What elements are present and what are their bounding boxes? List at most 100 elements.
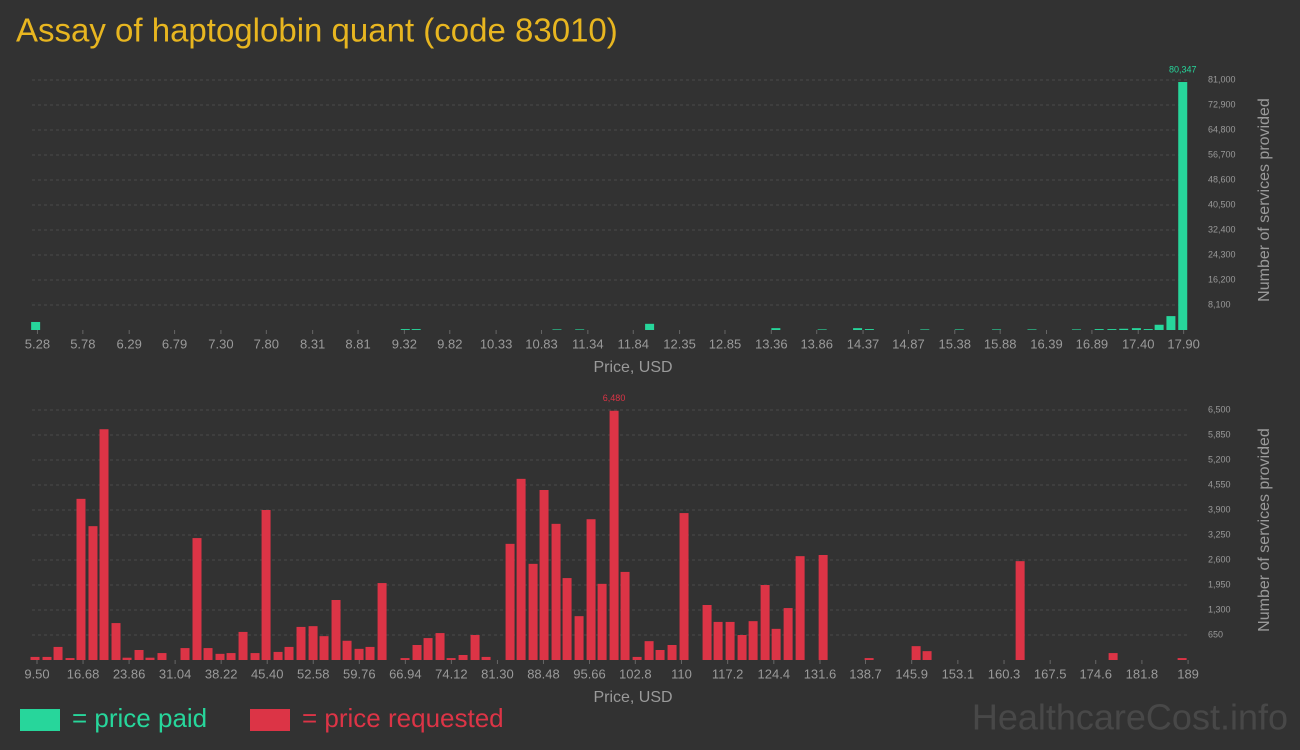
y-tick-label: 40,500 [1208,199,1236,209]
y-tick-label: 64,800 [1208,124,1236,134]
bar [319,636,329,660]
y-tick-label: 650 [1208,629,1223,639]
x-tick-label: 15.88 [984,336,1017,351]
bar [552,329,562,330]
legend-label: = price paid [72,703,207,733]
x-tick-label: 8.81 [345,336,370,351]
x-tick-label: 88.48 [527,666,560,681]
bar [771,628,781,660]
bar [1015,561,1025,660]
x-tick-label: 8.31 [300,336,325,351]
bar [954,329,964,330]
x-tick-label: 131.6 [804,666,837,681]
bar [308,626,318,660]
bar [922,651,932,660]
bar [76,498,86,660]
x-tick-label: 5.28 [25,336,50,351]
bar [284,646,294,660]
bar [273,651,283,660]
bar [609,410,619,660]
x-tick-label: 31.04 [159,666,192,681]
legend-swatch [20,709,60,731]
bar [411,329,421,330]
bar [226,653,236,660]
bar [795,556,805,660]
x-tick-label: 81.30 [481,666,514,681]
bar [203,648,213,660]
x-tick-label: 15.38 [938,336,971,351]
x-tick-label: 189 [1177,666,1199,681]
y-tick-label: 48,600 [1208,174,1236,184]
bar [864,658,874,660]
bar [574,616,584,660]
x-tick-label: 14.87 [892,336,925,351]
x-tick-label: 181.8 [1126,666,1159,681]
bar [1027,329,1037,330]
y-tick-label: 16,200 [1208,274,1236,284]
bar [575,329,585,330]
bar [725,621,735,660]
bar [111,623,121,660]
x-tick-label: 38.22 [205,666,238,681]
bar [748,621,758,660]
y-tick-label: 5,850 [1208,429,1231,439]
bar [992,329,1002,330]
bar [377,583,387,660]
x-tick-label: 160.3 [988,666,1021,681]
bar [423,638,433,660]
bar [42,656,52,660]
legend-label: = price requested [302,703,504,733]
bar [481,656,491,660]
y-axis-title: Number of services provided [1256,428,1273,632]
y-tick-label: 8,100 [1208,299,1231,309]
y-tick-label: 72,900 [1208,99,1236,109]
x-tick-label: 7.30 [208,336,233,351]
y-tick-label: 5,200 [1208,454,1231,464]
x-tick-label: 16.39 [1030,336,1063,351]
bar [446,658,456,660]
x-tick-label: 6.29 [117,336,142,351]
bar [645,323,655,330]
bar [1119,328,1129,330]
bar [365,646,375,660]
x-tick-label: 9.32 [392,336,417,351]
y-tick-label: 3,900 [1208,504,1231,514]
x-tick-label: 174.6 [1079,666,1112,681]
y-tick-label: 1,950 [1208,579,1231,589]
x-tick-label: 11.84 [617,336,649,351]
x-tick-label: 13.86 [800,336,833,351]
bar [737,635,747,660]
bar [180,648,190,660]
bar [435,633,445,660]
bar [505,543,515,660]
bar [31,321,41,330]
bar [145,657,155,660]
x-tick-label: 7.80 [254,336,279,351]
bar [30,656,40,660]
watermark: HealthcareCost.info [972,697,1288,738]
x-tick-label: 10.33 [480,336,513,351]
x-tick-label: 6.79 [162,336,187,351]
y-tick-label: 3,250 [1208,529,1231,539]
bar [215,653,225,660]
bar [1143,329,1153,330]
bar [354,648,364,660]
bar [853,328,863,330]
x-tick-label: 117.2 [712,666,744,681]
bar [261,510,271,660]
x-tick-label: 9.50 [24,666,49,681]
legend-swatch [250,709,290,731]
x-tick-label: 12.35 [663,336,696,351]
bar [817,329,827,330]
bar [620,571,630,660]
bar [818,555,828,660]
bar [655,650,665,660]
x-tick-label: 12.85 [709,336,742,351]
x-tick-label: 9.82 [437,336,462,351]
y-tick-label: 81,000 [1208,74,1236,84]
bar [1154,324,1164,330]
x-tick-label: 124.4 [758,666,791,681]
x-tick-label: 66.94 [389,666,422,681]
bar [250,653,260,660]
bar [53,646,63,660]
